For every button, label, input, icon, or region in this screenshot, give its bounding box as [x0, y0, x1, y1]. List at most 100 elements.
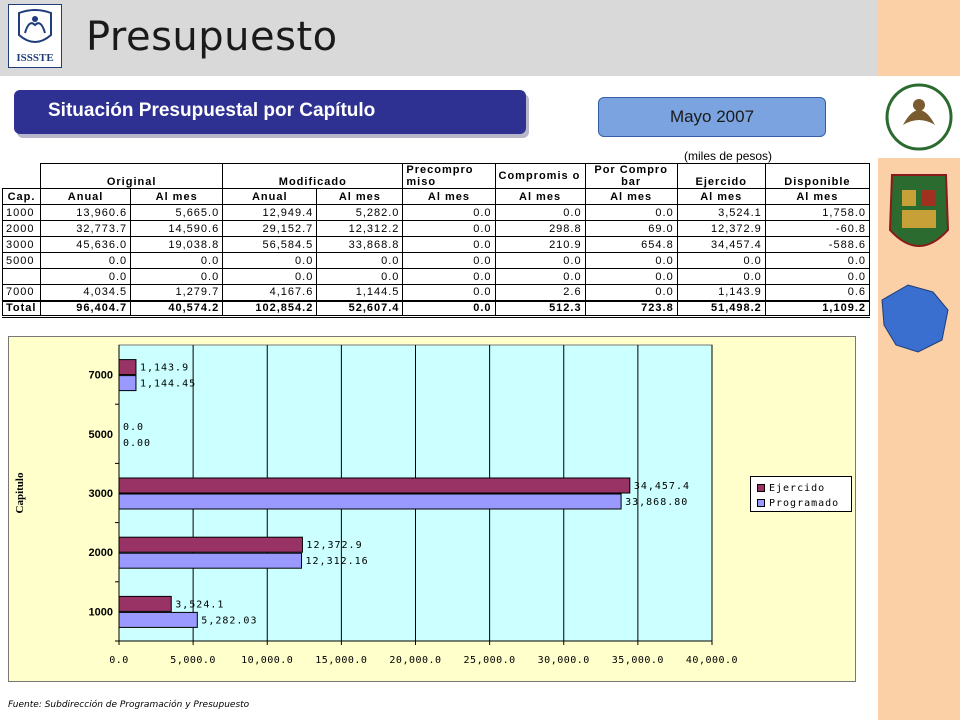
- table-cell-cap: 1000: [1, 204, 42, 221]
- table-cell: 40,574.2: [130, 299, 224, 318]
- data-label: 34,457.4: [634, 481, 690, 492]
- table-cell: 0.0: [40, 268, 132, 285]
- table-row: 0.0 0.0 0.0 0.0 0.0 0.0 0.0 0.0 0.0: [1, 268, 871, 285]
- table-cell: 0.0: [402, 220, 496, 237]
- legend-swatch-programado: [757, 499, 765, 507]
- legend-item-ejercido: Ejercido: [757, 481, 825, 495]
- header-precompromiso: Precompro miso: [402, 163, 496, 189]
- table-cell: 0.0: [402, 236, 496, 253]
- header-cap: Cap.: [1, 188, 42, 205]
- table-row: 5000 0.0 0.0 0.0 0.0 0.0 0.0 0.0 0.0 0.0: [1, 252, 871, 269]
- table-cell-cap: 5000: [1, 252, 42, 269]
- x-tick-label: 40,000.0: [686, 655, 738, 666]
- table-cell-cap: [1, 268, 42, 285]
- subheader-cell: Al mes: [676, 188, 766, 205]
- table-cell: 12,312.2: [316, 220, 404, 237]
- data-label: 1,143.9: [140, 363, 189, 374]
- month-badge: Mayo 2007: [598, 97, 826, 137]
- table-cell: 0.0: [494, 268, 586, 285]
- table-row: 3000 45,636.0 19,038.8 56,584.5 33,868.8 0.0 2…: [1, 236, 871, 253]
- table-cell: -60.8: [764, 220, 871, 237]
- table-cell: 723.8: [584, 299, 678, 318]
- table-cell: 1,143.9: [676, 284, 766, 301]
- x-tick-label: 15,000.0: [315, 655, 367, 666]
- bar-ejercido: [118, 536, 303, 553]
- subtitle-banner: Situación Presupuestal por Capítulo: [14, 90, 526, 134]
- table-cell: 96,404.7: [40, 299, 132, 318]
- table-cell: 0.0: [584, 252, 678, 269]
- bar-ejercido: [118, 595, 172, 612]
- x-tick-label: 10,000.0: [241, 655, 293, 666]
- table-cell-cap: 2000: [1, 220, 42, 237]
- table-cell: 0.0: [130, 252, 224, 269]
- table-cell: 1,109.2: [764, 299, 871, 318]
- table-cell: 0.0: [402, 284, 496, 301]
- legend-swatch-ejercido: [757, 484, 765, 492]
- table-cell-cap: 3000: [1, 236, 42, 253]
- table-cell: -588.6: [764, 236, 871, 253]
- x-tick-label: 35,000.0: [612, 655, 664, 666]
- units-note: (miles de pesos): [684, 149, 773, 163]
- header-ejercido: Ejercido: [676, 163, 766, 189]
- subheader-cell: Al mes: [402, 188, 496, 205]
- legend-label: Ejercido: [769, 482, 826, 494]
- table-cell: 12,372.9: [676, 220, 766, 237]
- table-cell: 2.6: [494, 284, 586, 301]
- table-cell: 5,282.0: [316, 204, 404, 221]
- table-cell: 0.0: [222, 268, 318, 285]
- issste-logo: ISSSTE: [8, 4, 62, 68]
- subheader-cell: Anual: [222, 188, 318, 205]
- category-label: 1000: [89, 606, 113, 618]
- header-modificado: Modificado: [222, 163, 404, 189]
- table-cell: 32,773.7: [40, 220, 132, 237]
- table-cell: 298.8: [494, 220, 586, 237]
- header-bar: ISSSTE Presupuesto: [0, 0, 878, 76]
- data-label: 0.0: [123, 422, 144, 433]
- source-note: Fuente: Subdirección de Programación y P…: [8, 700, 250, 710]
- table-cell: 1,279.7: [130, 284, 224, 301]
- data-label: 0.00: [123, 438, 151, 449]
- category-label: 3000: [89, 488, 113, 500]
- bar-programado: [118, 611, 198, 628]
- table-cell: 13,960.6: [40, 204, 132, 221]
- bar-programado: [118, 552, 303, 569]
- table-cell: 0.0: [764, 252, 871, 269]
- table-cell: 654.8: [584, 236, 678, 253]
- category-label: 5000: [89, 429, 113, 441]
- chart-legend: Ejercido Programado: [750, 476, 852, 512]
- table-cell-cap: Total: [1, 299, 42, 318]
- budget-table: Original Modificado Precompro miso Compr…: [1, 163, 871, 318]
- table-cell: 4,167.6: [222, 284, 318, 301]
- subheader-cell: Al mes: [494, 188, 586, 205]
- data-label: 12,372.9: [306, 540, 362, 551]
- subheader-cell: Al mes: [316, 188, 404, 205]
- table-cell: 0.0: [402, 268, 496, 285]
- table-cell: 0.0: [494, 204, 586, 221]
- data-label: 33,868.80: [625, 497, 688, 508]
- header-original: Original: [40, 163, 224, 189]
- subtitle-text: Situación Presupuestal por Capítulo: [48, 100, 376, 121]
- table-cell: 56,584.5: [222, 236, 318, 253]
- table-body: 1000 13,960.6 5,665.0 12,949.4 5,282.0 0.0 0.0…: [1, 204, 871, 318]
- x-tick-label: 25,000.0: [464, 655, 516, 666]
- data-label: 3,524.1: [175, 599, 224, 610]
- subheader-cell: Anual: [40, 188, 132, 205]
- table-cell: 33,868.8: [316, 236, 404, 253]
- table-cell: 1,144.5: [316, 284, 404, 301]
- table-cell: 512.3: [494, 299, 586, 318]
- table-cell: 51,498.2: [676, 299, 766, 318]
- bar-programado: [118, 493, 622, 510]
- category-label: 7000: [89, 370, 113, 382]
- table-cell: 1,758.0: [764, 204, 871, 221]
- category-label: 2000: [89, 547, 113, 559]
- table-cell: 102,854.2: [222, 299, 318, 318]
- header-cap-spacer: [2, 163, 42, 189]
- header-por-comprobar: Por Compro bar: [584, 163, 678, 189]
- table-cell: 12,949.4: [222, 204, 318, 221]
- table-cell-cap: 7000: [1, 284, 42, 301]
- table-cell: 0.6: [764, 284, 871, 301]
- table-cell: 5,665.0: [130, 204, 224, 221]
- table-cell: 3,524.1: [676, 204, 766, 221]
- table-cell: 0.0: [316, 268, 404, 285]
